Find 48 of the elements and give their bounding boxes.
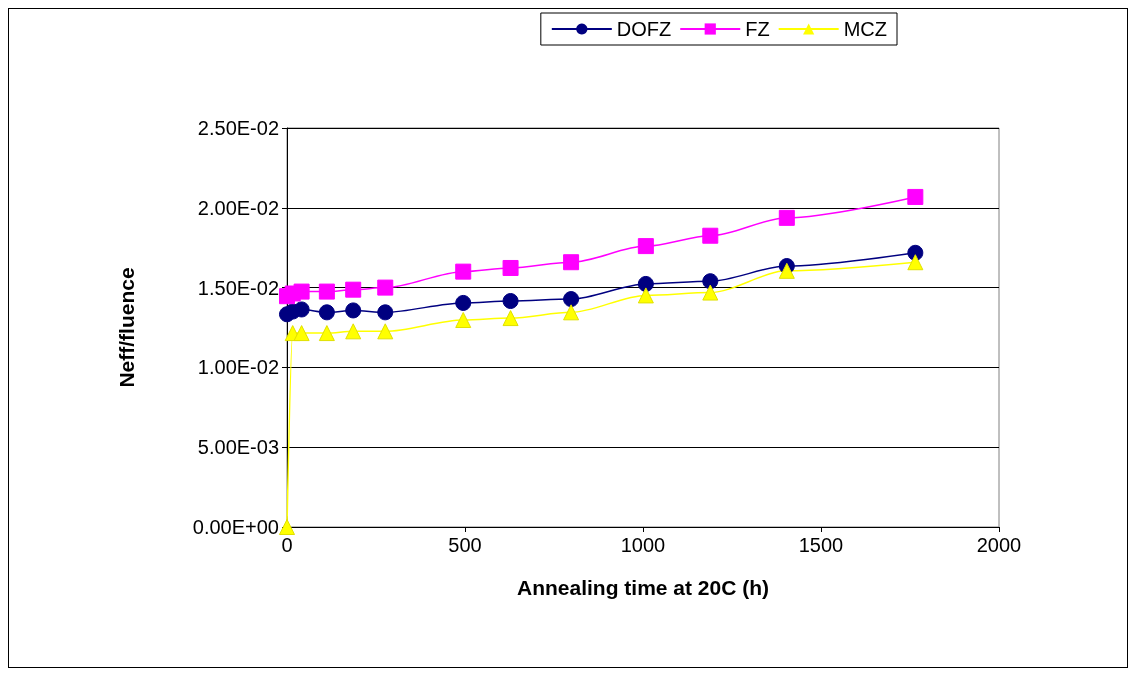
point xyxy=(345,302,362,319)
point xyxy=(702,227,719,244)
point xyxy=(778,209,795,226)
point xyxy=(563,291,580,308)
point xyxy=(702,284,719,301)
point xyxy=(345,323,362,340)
point xyxy=(318,325,335,342)
y-tick-label: 2.50E-02 xyxy=(197,117,279,139)
point xyxy=(318,304,335,321)
point xyxy=(702,273,719,290)
point xyxy=(293,283,310,300)
point xyxy=(637,275,654,292)
x-tick-label: 0 xyxy=(281,534,293,556)
point xyxy=(502,293,519,309)
point xyxy=(377,304,394,321)
y-tick-label: 1.50E-02 xyxy=(197,276,279,299)
point xyxy=(293,301,310,318)
legend-label: MCZ xyxy=(843,18,888,40)
point xyxy=(907,188,924,205)
point xyxy=(455,312,472,328)
point xyxy=(279,519,295,535)
point xyxy=(377,323,394,340)
y-tick-label: 5.00E-03 xyxy=(197,436,279,459)
point xyxy=(637,287,654,304)
point xyxy=(345,281,362,298)
y-axis-title: Neff/fluence xyxy=(115,267,138,388)
point xyxy=(778,262,795,279)
x-tick-label: 500 xyxy=(448,534,482,556)
legend-label: FZ xyxy=(745,18,770,40)
x-axis-title: Annealing time at 20C (h) xyxy=(516,576,770,599)
point xyxy=(907,254,924,271)
point xyxy=(502,310,519,327)
point xyxy=(563,304,580,321)
x-tick-label: 2000 xyxy=(976,534,1022,556)
y-tick-label: 1.00E-02 xyxy=(197,356,279,379)
x-tick-label: 1500 xyxy=(798,534,844,556)
point xyxy=(502,259,519,276)
y-tick-label: 2.00E-02 xyxy=(197,196,279,219)
point xyxy=(318,283,335,300)
point xyxy=(637,238,654,255)
point xyxy=(563,254,580,271)
point xyxy=(455,294,472,311)
point xyxy=(293,325,310,342)
y-tick-label: 0.00E+00 xyxy=(192,516,279,538)
point xyxy=(455,263,472,280)
point xyxy=(377,279,394,296)
legend-label: DOFZ xyxy=(616,18,672,40)
x-tick-label: 1000 xyxy=(620,534,666,556)
